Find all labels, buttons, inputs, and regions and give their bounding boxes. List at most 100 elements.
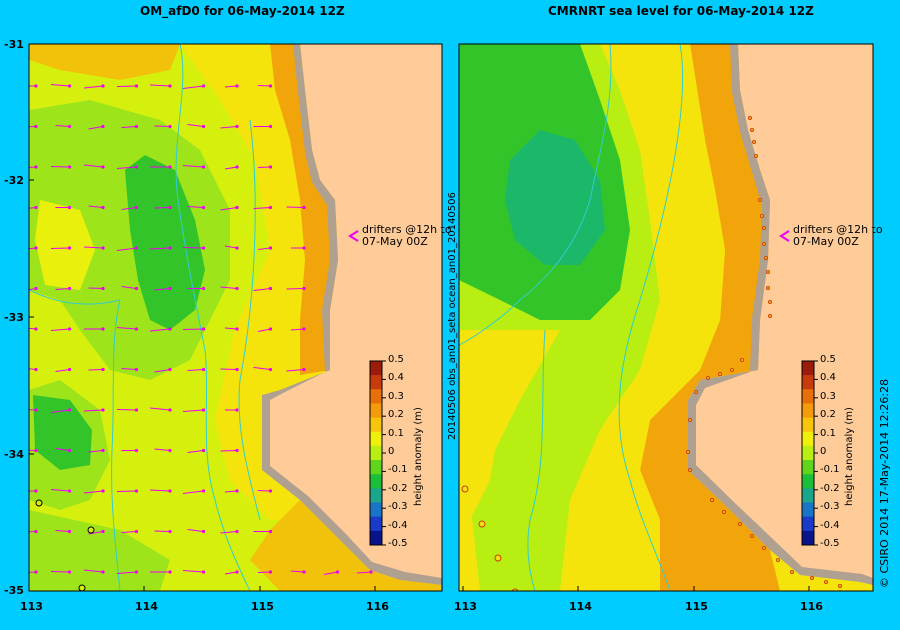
colorbar-tick-label: 0.2 bbox=[820, 409, 836, 421]
current-arrow bbox=[50, 246, 72, 250]
current-arrow bbox=[83, 489, 105, 494]
current-arrow bbox=[121, 286, 139, 291]
colorbar-swatch bbox=[370, 417, 382, 433]
observation-dot bbox=[740, 357, 745, 362]
observation-dot bbox=[790, 570, 795, 575]
x-tick-label: 113 bbox=[20, 600, 43, 613]
current-arrow bbox=[182, 165, 206, 169]
current-arrow bbox=[116, 489, 139, 493]
colorbar-swatch bbox=[802, 361, 814, 376]
current-arrow bbox=[220, 124, 239, 129]
current-arrow bbox=[55, 205, 72, 210]
left-green-core bbox=[125, 155, 205, 330]
left-bathy-contour-2 bbox=[111, 299, 121, 591]
current-arrow bbox=[29, 327, 38, 331]
colorbar-tick-label: -0.2 bbox=[820, 482, 840, 494]
current-arrow bbox=[121, 205, 139, 210]
colorbar-swatch bbox=[802, 516, 814, 532]
current-arrow bbox=[55, 286, 72, 291]
current-arrow bbox=[286, 367, 306, 372]
x-tick-label: 116 bbox=[800, 600, 823, 613]
observation-dot bbox=[722, 509, 727, 514]
current-arrow bbox=[88, 529, 105, 535]
right-drifter-marker bbox=[494, 554, 502, 562]
left-current-arrows bbox=[29, 84, 373, 575]
current-arrow bbox=[29, 84, 38, 88]
right-orange-band bbox=[640, 44, 780, 591]
left-drifter-note-line: 07-May 00Z bbox=[362, 235, 428, 248]
x-tick-label: 116 bbox=[366, 600, 389, 613]
colorbar-swatch bbox=[802, 431, 814, 447]
right-bathy-contour-3 bbox=[527, 329, 546, 591]
current-arrow bbox=[50, 489, 72, 493]
current-arrow bbox=[356, 570, 373, 574]
colorbar-swatch bbox=[370, 445, 382, 461]
current-arrow bbox=[149, 246, 172, 250]
left-map bbox=[29, 44, 442, 591]
colorbar-tick-label: -0.3 bbox=[820, 501, 840, 513]
x-tick-label: 115 bbox=[685, 600, 708, 613]
current-arrow bbox=[253, 124, 273, 129]
observation-dot bbox=[686, 449, 691, 454]
current-arrow bbox=[257, 165, 273, 169]
current-arrow bbox=[220, 286, 239, 291]
current-arrow bbox=[220, 205, 239, 211]
left-bathy-contour-1 bbox=[175, 44, 251, 591]
right-map-frame bbox=[458, 43, 874, 592]
colorbar-swatch bbox=[802, 403, 814, 419]
current-arrow bbox=[29, 489, 38, 493]
observation-dot bbox=[718, 371, 723, 376]
colorbar-swatch bbox=[802, 445, 814, 461]
colorbar-swatch bbox=[370, 403, 382, 419]
current-arrow bbox=[116, 84, 139, 88]
observation-dot bbox=[768, 299, 773, 304]
current-arrow bbox=[55, 529, 72, 534]
colorbar-tick-label: -0.5 bbox=[820, 538, 840, 549]
left-bathy-contour-4 bbox=[238, 119, 261, 521]
y-tick-label: -35 bbox=[4, 584, 24, 597]
current-arrow bbox=[257, 84, 273, 88]
current-arrow bbox=[225, 408, 239, 412]
current-arrow bbox=[182, 408, 206, 412]
x-tick-label: 115 bbox=[251, 600, 274, 613]
current-arrow bbox=[224, 84, 239, 88]
current-arrow bbox=[286, 286, 306, 291]
colorbar-swatch bbox=[370, 375, 382, 390]
current-arrow bbox=[154, 286, 172, 291]
right-yellow-west bbox=[459, 340, 500, 530]
current-arrow bbox=[187, 448, 206, 453]
colorbar-tick-label: -0.4 bbox=[388, 519, 408, 531]
left-colorbar-label: height anomaly (m) bbox=[413, 407, 424, 506]
colorbar-swatch bbox=[370, 516, 382, 532]
current-arrow bbox=[116, 570, 139, 574]
current-arrow bbox=[154, 529, 172, 534]
left-orange-band bbox=[270, 44, 338, 375]
right-map-title: CMRNRT sea level for 06-May-2014 12Z bbox=[548, 4, 814, 18]
observation-dot bbox=[738, 522, 743, 527]
current-arrow bbox=[187, 286, 206, 291]
colorbar-tick-label: -0.3 bbox=[388, 501, 408, 513]
current-arrow bbox=[116, 165, 139, 169]
current-arrow bbox=[83, 408, 105, 412]
left-drifter-marker bbox=[87, 526, 95, 534]
left-drifter-marker bbox=[35, 499, 43, 507]
current-arrow bbox=[83, 569, 105, 574]
x-tick-label: 114 bbox=[135, 600, 158, 613]
current-arrow bbox=[224, 165, 239, 170]
colorbar-tick-label: 0 bbox=[820, 446, 827, 457]
right-colorbar-label: height anomaly (m) bbox=[844, 407, 855, 506]
colorbar-tick-label: 0.3 bbox=[388, 390, 404, 402]
colorbar-tick-label: -0.4 bbox=[820, 519, 840, 531]
current-arrow bbox=[83, 246, 105, 250]
current-arrow bbox=[83, 84, 105, 89]
current-arrow bbox=[182, 570, 206, 574]
colorbar-tick-label: 0.1 bbox=[388, 427, 404, 439]
current-arrow bbox=[55, 448, 72, 453]
current-arrow bbox=[253, 286, 273, 291]
current-arrow bbox=[88, 205, 105, 210]
current-arrow bbox=[224, 327, 239, 331]
current-arrow bbox=[121, 367, 139, 372]
current-arrow bbox=[83, 164, 105, 169]
current-arrow bbox=[29, 165, 38, 169]
current-arrow bbox=[187, 529, 206, 534]
